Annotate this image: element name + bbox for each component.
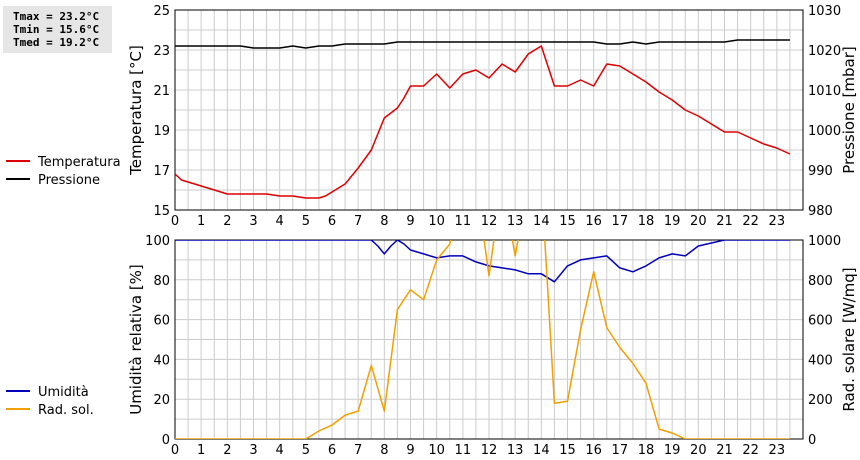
legend-bottom: Umidità Rad. sol. bbox=[6, 385, 94, 418]
x-tick-label: 18 bbox=[638, 214, 655, 229]
x-tick-label: 8 bbox=[380, 443, 388, 458]
x-tick-label: 14 bbox=[533, 214, 550, 229]
x-tick-label: 19 bbox=[664, 443, 681, 458]
y-right-axis-label: Rad. solare [W/mq] bbox=[840, 267, 858, 411]
y-right-tick-label: 1020 bbox=[808, 44, 841, 59]
x-tick-label: 15 bbox=[559, 443, 576, 458]
x-tick-label: 0 bbox=[171, 214, 179, 229]
x-tick-label: 6 bbox=[328, 443, 336, 458]
temperature-pressure-chart: 0 1 2 3 4 5 6 7 8 9 10 11 12 13 14 15 16 17 18 19 20 21 22 2315… bbox=[127, 4, 858, 229]
x-tick-label: 13 bbox=[507, 214, 524, 229]
stat-tmax: Tmax = 23.2°C bbox=[13, 10, 100, 23]
y-left-tick-label: 17 bbox=[153, 164, 170, 179]
x-tick-label: 23 bbox=[769, 443, 786, 458]
y-right-tick-label: 200 bbox=[808, 393, 833, 408]
x-tick-label: 12 bbox=[481, 443, 498, 458]
x-tick-label: 4 bbox=[276, 214, 284, 229]
x-tick-label: 11 bbox=[455, 443, 472, 458]
x-tick-label: 9 bbox=[406, 443, 414, 458]
x-tick-label: 21 bbox=[716, 443, 733, 458]
y-left-tick-label: 15 bbox=[153, 204, 170, 219]
x-tick-label: 14 bbox=[533, 443, 550, 458]
y-left-tick-label: 23 bbox=[153, 44, 170, 59]
y-left-tick-label: 80 bbox=[153, 274, 170, 289]
x-tick-label: 19 bbox=[664, 214, 681, 229]
x-tick-label: 11 bbox=[455, 214, 472, 229]
x-tick-label: 22 bbox=[742, 214, 759, 229]
x-tick-label: 5 bbox=[302, 214, 310, 229]
legend-label: Pressione bbox=[38, 173, 100, 188]
x-tick-label: 20 bbox=[690, 443, 707, 458]
y-right-tick-label: 990 bbox=[808, 164, 833, 179]
legend-label: Temperatura bbox=[37, 155, 121, 170]
x-tick-label: 2 bbox=[223, 214, 231, 229]
humidity-radiation-chart: 0 1 2 3 4 5 6 7 8 9 10 11 12 13 14 15 16 17 18 19 20 21 22 2302… bbox=[127, 234, 858, 458]
y-right-tick-label: 800 bbox=[808, 274, 833, 289]
y-right-tick-label: 1000 bbox=[808, 234, 841, 249]
series-line-rad-sol- bbox=[175, 240, 790, 439]
y-left-tick-label: 0 bbox=[162, 433, 170, 448]
x-tick-label: 10 bbox=[428, 443, 445, 458]
x-tick-label: 0 bbox=[171, 443, 179, 458]
x-tick-label: 17 bbox=[612, 214, 629, 229]
x-tick-label: 12 bbox=[481, 214, 498, 229]
y-left-tick-label: 20 bbox=[153, 393, 170, 408]
x-tick-label: 23 bbox=[769, 214, 786, 229]
y-right-tick-label: 1000 bbox=[808, 124, 841, 139]
x-tick-label: 2 bbox=[223, 443, 231, 458]
legend-label: Umidità bbox=[38, 385, 89, 400]
y-left-tick-label: 25 bbox=[153, 4, 170, 19]
x-tick-label: 21 bbox=[716, 214, 733, 229]
x-tick-label: 20 bbox=[690, 214, 707, 229]
series-line-pressione bbox=[175, 39, 790, 49]
legend-top: Temperatura Pressione bbox=[6, 155, 121, 188]
y-right-tick-label: 600 bbox=[808, 314, 833, 329]
y-left-tick-label: 21 bbox=[153, 84, 170, 99]
x-tick-label: 16 bbox=[585, 214, 602, 229]
y-left-tick-label: 40 bbox=[153, 353, 170, 368]
y-right-tick-label: 0 bbox=[808, 433, 816, 448]
y-left-tick-label: 60 bbox=[153, 314, 170, 329]
x-tick-label: 22 bbox=[742, 443, 759, 458]
y-left-tick-label: 100 bbox=[145, 234, 170, 249]
x-tick-label: 3 bbox=[249, 214, 257, 229]
x-tick-label: 7 bbox=[354, 443, 362, 458]
x-tick-label: 13 bbox=[507, 443, 524, 458]
x-tick-label: 15 bbox=[559, 214, 576, 229]
y-right-tick-label: 400 bbox=[808, 353, 833, 368]
x-tick-label: 4 bbox=[276, 443, 284, 458]
y-right-tick-label: 1010 bbox=[808, 84, 841, 99]
x-tick-label: 3 bbox=[249, 443, 257, 458]
y-left-tick-label: 19 bbox=[153, 124, 170, 139]
x-tick-label: 9 bbox=[406, 214, 414, 229]
stat-tmin: Tmin = 15.6°C bbox=[13, 23, 100, 36]
x-tick-label: 17 bbox=[612, 443, 629, 458]
stat-tmed: Tmed = 19.2°C bbox=[13, 36, 100, 49]
series-line-temperatura bbox=[175, 45, 791, 199]
y-right-tick-label: 1030 bbox=[808, 4, 841, 19]
y-right-axis-label: Pressione [mbar] bbox=[840, 46, 858, 174]
y-left-axis-label: Temperatura [°C] bbox=[127, 45, 145, 176]
x-tick-label: 7 bbox=[354, 214, 362, 229]
x-tick-label: 16 bbox=[585, 443, 602, 458]
x-tick-label: 8 bbox=[380, 214, 388, 229]
x-tick-label: 1 bbox=[197, 214, 205, 229]
plot-frame bbox=[174, 9, 804, 211]
y-left-axis-label: Umidità relativa [%] bbox=[127, 264, 145, 415]
x-tick-label: 5 bbox=[302, 443, 310, 458]
series-line-umidit- bbox=[175, 240, 790, 283]
stats-box: Tmax = 23.2°C Tmin = 15.6°C Tmed = 19.2°… bbox=[3, 6, 112, 53]
x-tick-label: 6 bbox=[328, 214, 336, 229]
plot-frame bbox=[174, 239, 804, 440]
y-right-tick-label: 980 bbox=[808, 204, 833, 219]
legend-label: Rad. sol. bbox=[38, 403, 94, 418]
x-tick-label: 18 bbox=[638, 443, 655, 458]
x-tick-label: 1 bbox=[197, 443, 205, 458]
x-tick-label: 10 bbox=[428, 214, 445, 229]
